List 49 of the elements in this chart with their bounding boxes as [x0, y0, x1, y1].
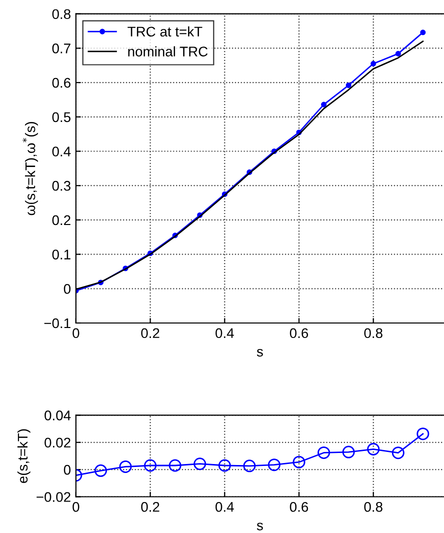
y-axis-title: e(s,t=kT): [17, 429, 30, 483]
y-tick-label: 0.04: [44, 410, 71, 420]
legend-label: TRC at t=kT: [128, 26, 202, 37]
x-axis-title: s: [256, 522, 263, 530]
y-tick-label: 0.6: [52, 78, 70, 88]
y-tick-label: −0.1: [44, 318, 70, 328]
point: [370, 60, 376, 66]
y-tick-label: 0.02: [44, 438, 70, 448]
y-tick-label: 0: [64, 464, 71, 475]
point: [268, 458, 280, 472]
point: [119, 460, 132, 473]
point: [243, 460, 256, 472]
legend-label: nominal TRC: [128, 46, 208, 56]
point: [416, 428, 430, 440]
x-tick-label: 0.4: [216, 502, 234, 512]
x-tick-label: 0: [72, 502, 80, 512]
x-tick-label: 0.8: [364, 502, 382, 512]
point: [395, 50, 401, 56]
y-tick-label: 0.1: [52, 250, 70, 260]
x-tick-label: 0.4: [216, 328, 234, 338]
y-axis-title: ω(s,t=kT),ω$^{*}$(s): [22, 122, 38, 216]
point: [168, 459, 182, 472]
x-tick-label: 0.6: [290, 502, 308, 512]
y-tick-label: 0.2: [52, 215, 70, 226]
y-tick-label: 0.8: [52, 9, 70, 20]
point: [94, 464, 107, 477]
x-tick-label: 0: [72, 328, 80, 338]
point: [342, 446, 355, 458]
x-tick-label: 0.2: [141, 328, 160, 338]
x-tick-label: 0.6: [290, 328, 308, 338]
y-tick-label: 0: [64, 284, 71, 294]
x-tick-label: 0.8: [364, 328, 382, 338]
y-tick-label: 0.5: [52, 112, 70, 122]
point: [367, 442, 380, 456]
y-tick-label: −0.02: [36, 492, 70, 502]
point: [144, 459, 157, 472]
x-axis-title: s: [256, 348, 263, 357]
y-tick-label: 0.3: [52, 180, 70, 191]
point: [194, 458, 206, 470]
point: [420, 30, 426, 36]
x-tick-label: 0.2: [141, 502, 160, 512]
point: [346, 82, 352, 88]
point: [321, 102, 327, 108]
point: [218, 459, 231, 472]
y-tick-label: 0.4: [52, 146, 71, 156]
point: [392, 446, 404, 460]
point: [292, 456, 306, 468]
point: [318, 446, 330, 459]
y-tick-label: 0.7: [52, 44, 70, 54]
